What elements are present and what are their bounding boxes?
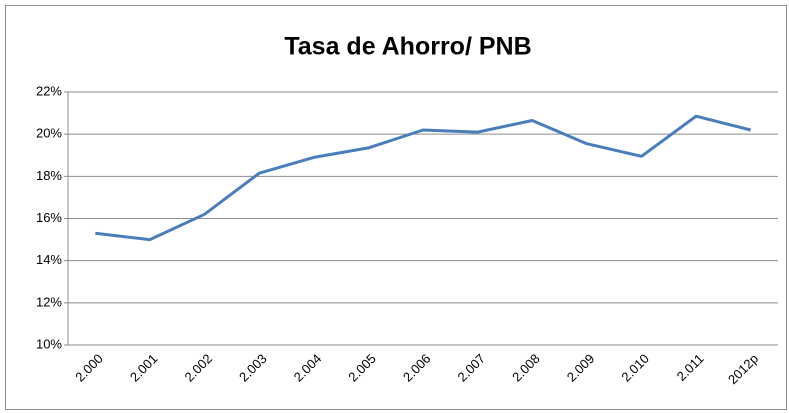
data-line (95, 114, 752, 242)
y-tick-label: 16% (36, 210, 62, 225)
y-tick-label: 10% (36, 336, 62, 351)
y-tick-label: 18% (36, 168, 62, 183)
y-tick-label: 20% (36, 126, 62, 141)
chart-frame (5, 5, 787, 410)
y-tick-label: 14% (36, 252, 62, 267)
y-tick-label: 12% (36, 294, 62, 309)
chart-title: Tasa de Ahorro/ PNB (284, 33, 531, 61)
y-tick-label: 22% (36, 83, 62, 98)
